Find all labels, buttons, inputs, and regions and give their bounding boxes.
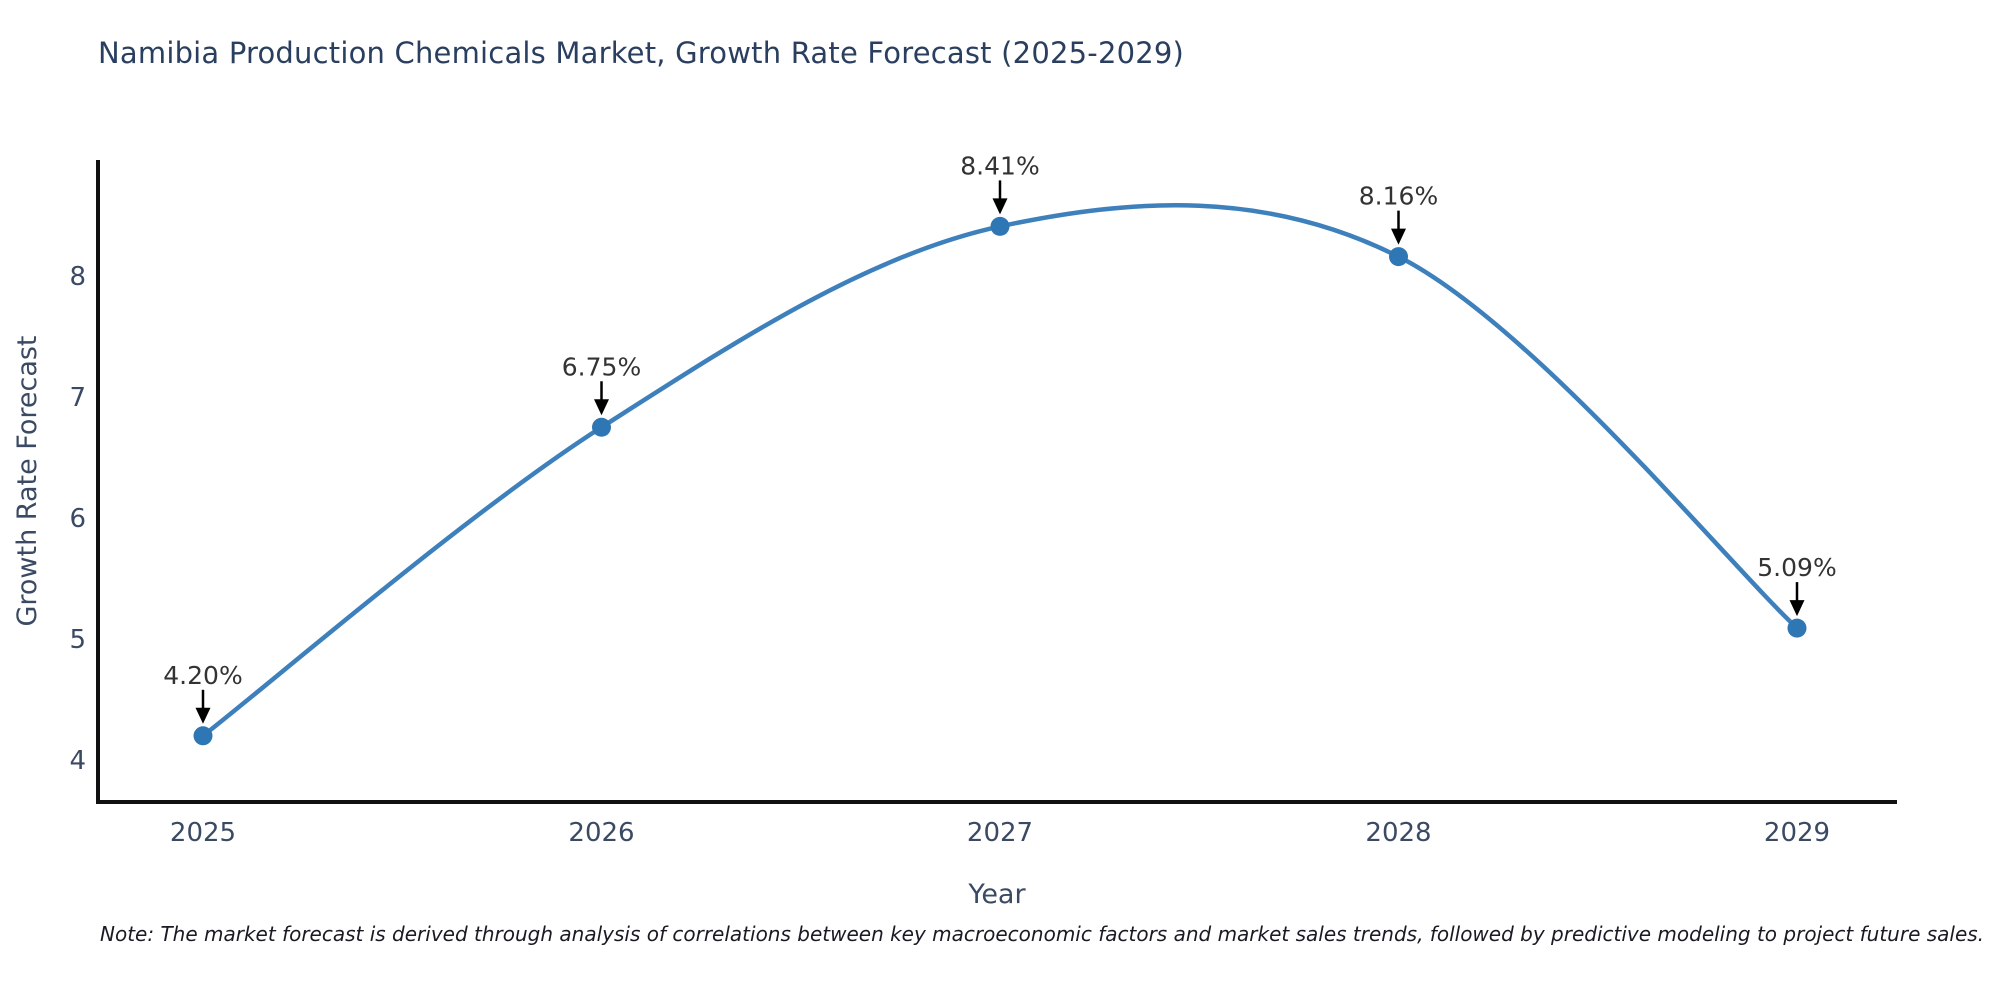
forecast-spline [200, 203, 1800, 739]
footnote: Note: The market forecast is derived thr… [100, 922, 1985, 946]
x-axis-ticks: 2025 2026 2027 2028 2029 [170, 818, 1830, 848]
point-value-label: 5.09% [1757, 553, 1836, 582]
point-value-label: 4.20% [163, 661, 242, 690]
axis-spines [96, 160, 1897, 804]
forecast-curve [200, 203, 1800, 739]
data-point-marker [592, 417, 611, 437]
point-annotations: 4.20% 6.75% 8.41% 8.16% 5.09% [163, 151, 1837, 724]
x-axis-title: Year [967, 879, 1026, 910]
point-value-label: 8.41% [960, 151, 1039, 180]
y-axis-ticks: 4 5 6 7 8 [69, 262, 86, 776]
x-tick-label: 2029 [1764, 818, 1830, 848]
y-tick-label: 6 [69, 504, 86, 534]
x-tick-label: 2025 [170, 818, 236, 848]
data-point-marker [1389, 247, 1408, 267]
point-value-label: 6.75% [562, 352, 641, 381]
point-value-label: 8.16% [1359, 182, 1438, 211]
data-point-markers [193, 216, 1807, 746]
data-point-marker [990, 216, 1010, 236]
y-tick-label: 4 [69, 746, 86, 776]
x-tick-label: 2028 [1365, 818, 1431, 848]
y-tick-label: 7 [69, 383, 86, 413]
y-axis-title: Growth Rate Forecast [12, 335, 43, 626]
annotation-arrowhead [1789, 600, 1805, 617]
y-tick-label: 8 [69, 262, 86, 292]
annotation-arrowhead [1391, 228, 1406, 245]
x-tick-label: 2026 [568, 818, 634, 848]
annotation-arrowhead [195, 707, 211, 724]
chart-title: Namibia Production Chemicals Market, Gro… [98, 36, 1185, 70]
x-tick-label: 2027 [967, 818, 1033, 848]
data-point-marker [193, 726, 213, 746]
y-tick-label: 5 [69, 625, 86, 655]
annotation-arrowhead [594, 399, 609, 416]
annotation-arrowhead [992, 198, 1008, 215]
data-point-marker [1787, 618, 1807, 638]
